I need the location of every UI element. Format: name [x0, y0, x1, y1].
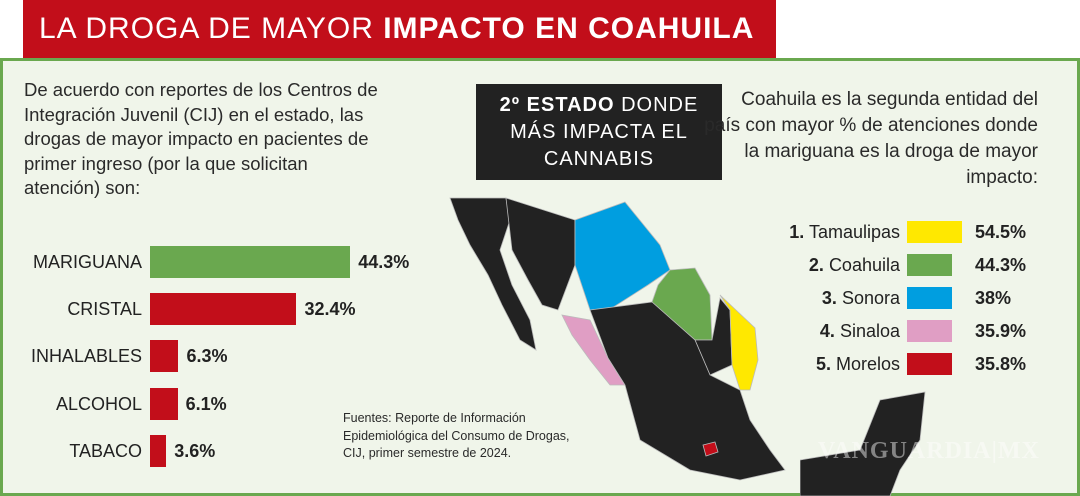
bar-label: TABACO — [69, 440, 142, 461]
color-swatch — [907, 221, 962, 243]
state-value: 54.5% — [975, 221, 1027, 242]
page-title: LA DROGA DE MAYOR IMPACTO EN COAHUILA — [23, 0, 776, 58]
mexico-map — [449, 197, 786, 481]
color-swatch — [907, 254, 952, 276]
yucatan-map — [800, 391, 926, 496]
ranking-item: 3. Sonora 38% — [700, 284, 1011, 312]
state-name: Coahuila — [828, 254, 900, 275]
state-value: 44.3% — [975, 254, 1027, 275]
ranking-intro: Coahuila es la segunda entidad del país … — [704, 89, 1038, 188]
ranking-item: 5. Morelos 35.8% — [700, 350, 1026, 378]
bar — [150, 435, 167, 467]
rank-number: 3. — [821, 287, 837, 308]
rank-number: 5. — [815, 353, 831, 374]
map-sonora — [574, 201, 671, 311]
rank-number: 4. — [819, 320, 835, 341]
map-morelos — [702, 441, 719, 457]
bar-label: INHALABLES — [30, 345, 142, 366]
bar — [150, 246, 351, 278]
bar — [150, 340, 179, 372]
bar-label: MARIGUANA — [32, 251, 142, 272]
ranking-item: 2. Coahuila 44.3% — [700, 251, 1026, 279]
rank-number: 1. — [789, 221, 805, 242]
bar-row: INHALABLES 6.3% — [0, 340, 228, 372]
bar-row: TABACO 3.6% — [0, 435, 215, 467]
map-central — [589, 301, 786, 481]
rank-number: 2. — [808, 254, 824, 275]
ranking-item: 1. Tamaulipas 54.5% — [700, 218, 1026, 246]
intro-text: De acuerdo con reportes de los Centros d… — [24, 79, 378, 198]
state-name: Sonora — [841, 287, 900, 308]
color-swatch — [907, 287, 952, 309]
sources-text: Fuentes: Reporte de Información Epidemio… — [343, 411, 570, 460]
map-tamaulipas — [719, 294, 759, 391]
bar-label: ALCOHOL — [55, 393, 142, 414]
state-name: Tamaulipas — [808, 221, 900, 242]
bar-value-label: 3.6% — [174, 440, 216, 461]
state-value: 35.9% — [975, 320, 1027, 341]
bar-label: CRISTAL — [67, 298, 142, 319]
state-value: 38% — [975, 287, 1012, 308]
watermark-logo: VANGUARDIA|MX — [818, 438, 1040, 464]
bar-row: ALCOHOL 6.1% — [0, 388, 227, 420]
bar-value-label: 32.4% — [304, 298, 356, 319]
bar — [150, 388, 178, 420]
bar-value-label: 44.3% — [358, 251, 410, 272]
bar-row: MARIGUANA 44.3% — [0, 246, 409, 278]
state-name: Sinaloa — [839, 320, 900, 341]
bar-row: CRISTAL 32.4% — [0, 293, 355, 325]
color-swatch — [907, 320, 952, 342]
bar-value-label: 6.3% — [186, 345, 228, 366]
callout-box: 2º ESTADO DONDE MÁS IMPACTA EL CANNABIS — [476, 84, 722, 180]
color-swatch — [907, 353, 952, 375]
bar — [150, 293, 297, 325]
bar-value-label: 6.1% — [185, 393, 227, 414]
state-value: 35.8% — [975, 353, 1027, 374]
ranking-item: 4. Sinaloa 35.9% — [700, 317, 1026, 345]
state-name: Morelos — [835, 353, 900, 374]
map-sinaloa — [561, 314, 626, 386]
